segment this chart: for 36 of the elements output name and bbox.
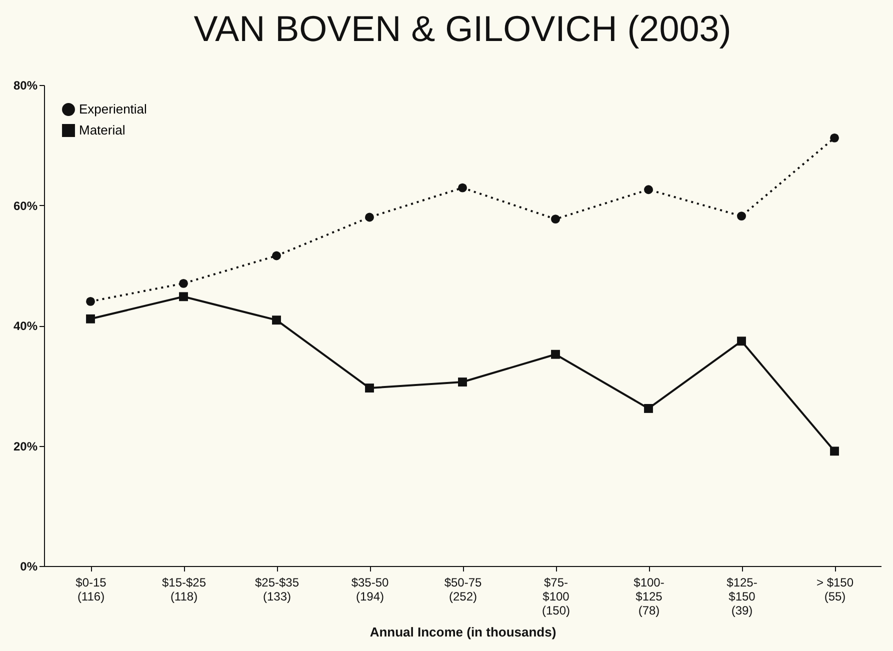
point — [458, 183, 467, 192]
x-tick-label: $100- $125 (78) — [634, 576, 664, 618]
x-tick-label: > $150 (55) — [816, 576, 854, 604]
point — [365, 384, 374, 392]
point — [644, 185, 653, 194]
x-tick-label: $25-$35 (133) — [254, 576, 300, 604]
point — [86, 314, 95, 324]
y-tick-label: 60% — [13, 198, 38, 213]
x-tick-label: $35-50 (194) — [351, 576, 390, 604]
point — [737, 336, 746, 346]
y-tick-label: 0% — [20, 560, 38, 574]
point — [644, 404, 653, 413]
x-tick-label: $125- $150 (39) — [726, 576, 758, 618]
point — [551, 350, 560, 359]
point — [551, 214, 560, 224]
point — [830, 446, 839, 456]
y-tick-label: 20% — [13, 439, 38, 454]
x-tick-label: $50-75 (252) — [444, 576, 482, 604]
point — [365, 212, 374, 222]
point — [179, 278, 188, 288]
chart-title: VAN BOVEN & GILOVICH (2003) — [194, 8, 732, 49]
point — [179, 292, 188, 302]
x-tick-label: $0-15 (116) — [76, 576, 107, 604]
y-tick-label: 40% — [13, 319, 38, 333]
point — [272, 316, 281, 325]
legend-label: Material — [79, 122, 126, 138]
point — [830, 133, 839, 142]
point — [737, 212, 746, 221]
legend-label: Experiential — [79, 102, 148, 116]
point — [272, 251, 281, 260]
x-tick-label: $15-$25 (118) — [162, 576, 206, 604]
point — [458, 378, 467, 386]
y-tick-label: 80% — [13, 78, 38, 92]
x-tick-label: $75- $100 (150) — [542, 576, 570, 618]
x-axis-title: Annual Income (in thousands) — [370, 624, 556, 640]
point — [86, 296, 95, 306]
